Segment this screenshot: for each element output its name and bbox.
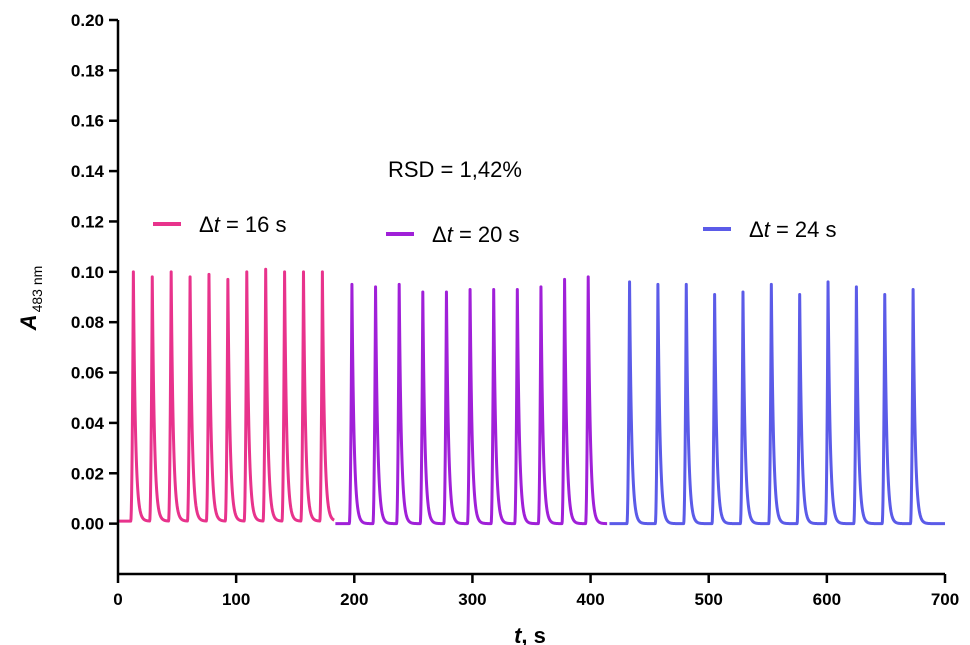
y-tick-label: 0.00 <box>71 515 104 534</box>
x-axis-title: t, s <box>514 623 546 645</box>
x-tick-label: 100 <box>222 590 250 609</box>
series-line-1 <box>116 267 336 523</box>
y-tick-label: 0.08 <box>71 313 104 332</box>
x-tick-label: 0 <box>113 590 122 609</box>
x-tick-label: 700 <box>931 590 959 609</box>
y-ticks: 0.00 0.02 0.04 0.06 0.08 0.10 0.12 0.14 0.16 0.18… <box>71 11 118 534</box>
y-tick-label: 0.18 <box>71 61 104 80</box>
x-tick-label: 600 <box>813 590 841 609</box>
series-line-2 <box>334 275 609 526</box>
annotation-rsd: RSD = 1,42% <box>388 157 522 182</box>
y-tick-label: 0.04 <box>71 414 105 433</box>
legend: Δt = 16 s Δt = 20 s Δt = 24 s <box>153 212 836 247</box>
x-tick-label: 300 <box>458 590 486 609</box>
y-tick-label: 0.16 <box>71 112 104 131</box>
axes <box>116 20 945 576</box>
y-tick-label: 0.06 <box>71 364 104 383</box>
x-tick-label: 400 <box>576 590 604 609</box>
x-tick-label: 500 <box>695 590 723 609</box>
traces <box>116 267 947 526</box>
legend-label: Δt = 20 s <box>432 222 519 247</box>
y-tick-label: 0.12 <box>71 212 104 231</box>
y-tick-label: 0.20 <box>71 11 104 30</box>
x-tick-label: 200 <box>340 590 368 609</box>
y-tick-label: 0.14 <box>71 162 105 181</box>
y-tick-label: 0.10 <box>71 263 104 282</box>
x-ticks: 0 100 200 300 400 500 600 700 <box>113 574 959 609</box>
legend-label: Δt = 24 s <box>749 217 836 242</box>
series-line-3 <box>608 280 947 526</box>
y-tick-label: 0.02 <box>71 464 104 483</box>
y-axis-title: A483 nm <box>16 266 45 332</box>
legend-label: Δt = 16 s <box>199 212 286 237</box>
